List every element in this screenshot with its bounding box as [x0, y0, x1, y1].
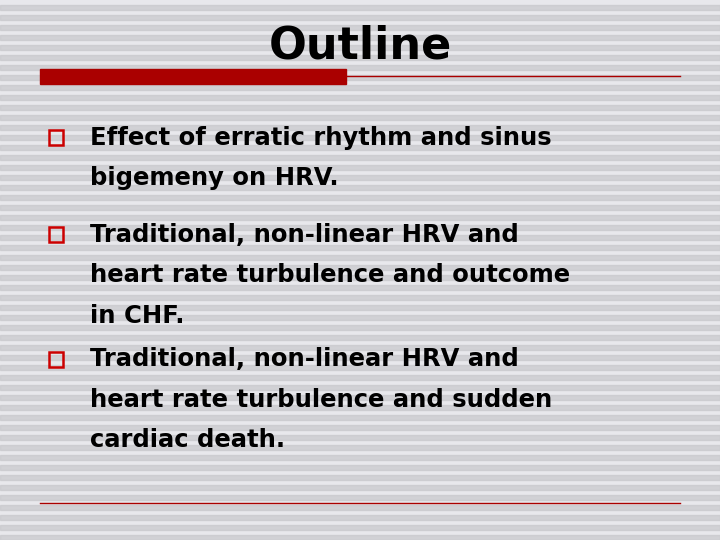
Bar: [0, 75, 720, 80]
Bar: [0, 415, 720, 420]
Bar: [0, 5, 720, 10]
Text: Effect of erratic rhythm and sinus: Effect of erratic rhythm and sinus: [90, 126, 552, 150]
Bar: [0, 55, 720, 60]
Bar: [0, 135, 720, 140]
Bar: [0, 295, 720, 300]
Bar: [0, 35, 720, 40]
Bar: [49, 352, 63, 367]
Bar: [49, 227, 63, 242]
Bar: [0, 255, 720, 260]
Bar: [0, 155, 720, 160]
Bar: [0, 505, 720, 510]
Bar: [0, 305, 720, 310]
Bar: [0, 435, 720, 440]
Bar: [0, 165, 720, 170]
Text: in CHF.: in CHF.: [90, 304, 184, 328]
Bar: [0, 315, 720, 320]
Bar: [0, 85, 720, 90]
Text: bigemeny on HRV.: bigemeny on HRV.: [90, 166, 338, 190]
Bar: [0, 405, 720, 410]
Bar: [0, 185, 720, 190]
Bar: [0, 125, 720, 130]
Bar: [0, 95, 720, 100]
Bar: [0, 365, 720, 370]
Bar: [0, 215, 720, 220]
Bar: [0, 25, 720, 30]
Text: Traditional, non-linear HRV and: Traditional, non-linear HRV and: [90, 347, 518, 371]
Bar: [0, 425, 720, 430]
Bar: [0, 105, 720, 110]
Bar: [0, 15, 720, 20]
Bar: [0, 235, 720, 240]
Bar: [40, 69, 346, 84]
Bar: [0, 445, 720, 450]
Bar: [0, 195, 720, 200]
Bar: [0, 355, 720, 360]
Bar: [0, 325, 720, 330]
Bar: [0, 225, 720, 230]
Text: cardiac death.: cardiac death.: [90, 428, 285, 452]
Bar: [0, 275, 720, 280]
Bar: [0, 145, 720, 150]
Bar: [0, 475, 720, 480]
Bar: [0, 455, 720, 460]
Bar: [0, 525, 720, 530]
Bar: [0, 345, 720, 350]
Text: Traditional, non-linear HRV and: Traditional, non-linear HRV and: [90, 223, 518, 247]
Bar: [0, 175, 720, 180]
Text: heart rate turbulence and sudden: heart rate turbulence and sudden: [90, 388, 552, 411]
Bar: [0, 375, 720, 380]
Bar: [0, 205, 720, 210]
Text: Outline: Outline: [269, 24, 451, 68]
Bar: [0, 115, 720, 120]
Bar: [0, 385, 720, 390]
Bar: [0, 465, 720, 470]
Bar: [49, 130, 63, 145]
Bar: [0, 265, 720, 270]
Bar: [0, 45, 720, 50]
Bar: [0, 245, 720, 250]
Bar: [0, 65, 720, 70]
Text: heart rate turbulence and outcome: heart rate turbulence and outcome: [90, 264, 570, 287]
Bar: [0, 285, 720, 290]
Bar: [0, 495, 720, 500]
Bar: [0, 485, 720, 490]
Bar: [0, 335, 720, 340]
Bar: [0, 535, 720, 540]
Bar: [0, 395, 720, 400]
Bar: [0, 515, 720, 520]
